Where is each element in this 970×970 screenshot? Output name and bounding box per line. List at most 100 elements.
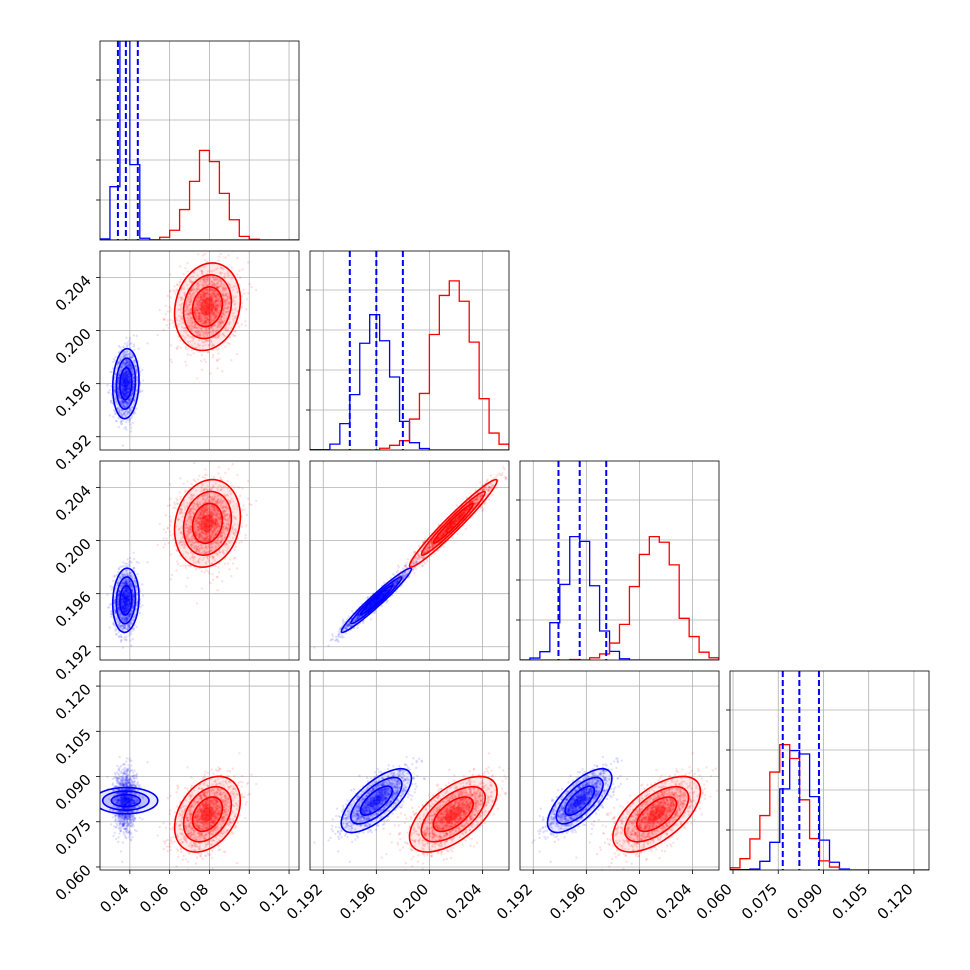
scatter-point (118, 409, 121, 412)
scatter-point (124, 395, 127, 398)
scatter-point (117, 361, 120, 364)
scatter-point (196, 309, 200, 312)
scatter-point (185, 301, 188, 304)
scatter-point (244, 324, 247, 327)
scatter-point (127, 352, 131, 356)
scatter-point (127, 372, 130, 376)
scatter-point (124, 380, 127, 383)
scatter-point (194, 306, 197, 309)
scatter-point (203, 305, 206, 308)
scatter-point (186, 295, 190, 298)
scatter-point (209, 305, 212, 308)
scatter-point (202, 291, 205, 295)
scatter-point (127, 379, 130, 382)
scatter-point (203, 280, 206, 283)
scatter-point (244, 536, 247, 540)
scatter-point (117, 377, 120, 380)
scatter-point (122, 372, 125, 376)
scatter-point (228, 342, 231, 346)
scatter-point (193, 308, 196, 311)
scatter-point (216, 281, 219, 285)
scatter-point (211, 325, 214, 328)
scatter-point (132, 386, 135, 390)
scatter-point (121, 444, 125, 447)
scatter-point (189, 312, 193, 315)
scatter-point (130, 630, 133, 633)
scatter-point (214, 308, 217, 311)
scatter-point (125, 391, 129, 395)
scatter-point (124, 362, 127, 366)
scatter-point (200, 309, 203, 312)
scatter-point (206, 284, 210, 287)
scatter-point (120, 382, 123, 386)
scatter-point (125, 374, 129, 377)
scatter-point (226, 341, 230, 345)
scatter-point (122, 381, 125, 384)
scatter-point (123, 384, 127, 387)
scatter-point (231, 295, 234, 298)
scatter-point (112, 415, 115, 419)
scatter-point (172, 289, 175, 292)
scatter-point (123, 389, 127, 393)
scatter-point (189, 307, 193, 311)
scatter-point (120, 382, 123, 386)
scatter-point (166, 504, 170, 508)
scatter-point (123, 392, 126, 395)
scatter-point (122, 386, 125, 390)
scatter-point (191, 327, 194, 330)
scatter-point (121, 377, 124, 380)
scatter-point (175, 347, 179, 351)
scatter-point (128, 386, 131, 390)
scatter-point (131, 390, 135, 393)
scatter-point (133, 364, 137, 367)
scatter-point (207, 318, 211, 322)
scatter-point (179, 339, 182, 343)
scatter-point (124, 383, 127, 387)
scatter-point (117, 361, 120, 365)
scatter-point (124, 400, 127, 404)
scatter-point (129, 367, 133, 370)
scatter-point (123, 380, 126, 383)
scatter-point (120, 381, 123, 384)
scatter-point (124, 389, 128, 393)
histogram-step (100, 41, 299, 240)
scatter-point (207, 310, 210, 313)
scatter-point (221, 320, 224, 324)
y-tick-label: 0.192 (52, 431, 95, 474)
scatter-point (196, 332, 199, 335)
scatter-point (123, 395, 127, 398)
scatter-point (124, 391, 127, 394)
scatter-point (119, 420, 123, 424)
scatter-point (121, 381, 125, 385)
scatter-point (121, 390, 124, 394)
scatter-point (195, 284, 199, 287)
scatter-point (211, 572, 214, 576)
scatter-point (216, 285, 220, 289)
scatter-point (123, 362, 127, 365)
scatter-point (202, 278, 205, 282)
scatter-point (124, 375, 128, 378)
scatter-point (210, 288, 213, 292)
scatter-point (127, 377, 131, 381)
scatter-point (218, 322, 221, 326)
scatter-point (186, 353, 189, 356)
scatter-point (141, 604, 144, 607)
scatter-point (204, 360, 208, 364)
scatter-point (131, 388, 134, 391)
scatter-point (124, 382, 127, 385)
scatter-point (123, 355, 126, 358)
scatter-point (207, 327, 210, 331)
scatter-point (219, 266, 223, 270)
scatter-point (133, 399, 137, 402)
scatter-point (209, 312, 213, 315)
scatter-point (186, 340, 190, 344)
scatter-point (126, 390, 129, 394)
scatter-point (126, 383, 129, 387)
scatter-point (122, 384, 126, 387)
scatter-point (124, 375, 127, 378)
scatter-point (223, 562, 227, 566)
scatter-point (126, 383, 129, 387)
scatter-point (197, 300, 201, 303)
scatter-point (129, 353, 132, 357)
scatter-point (117, 376, 120, 380)
